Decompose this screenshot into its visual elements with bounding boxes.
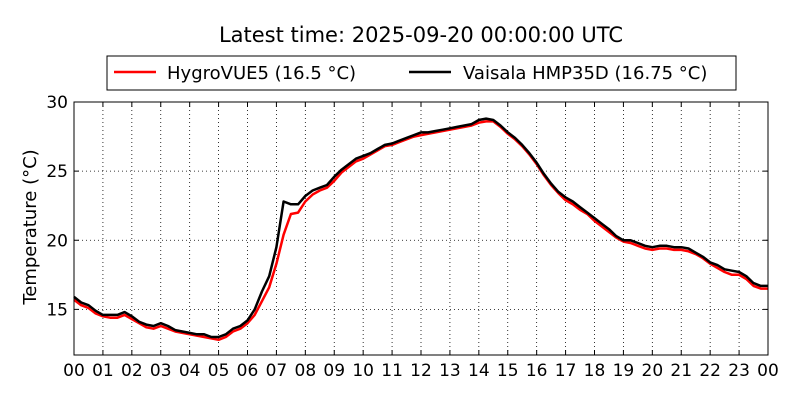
x-tick-label: 14 <box>468 361 490 381</box>
x-tick-label: 03 <box>150 361 172 381</box>
x-tick-label: 20 <box>642 361 664 381</box>
x-tick-label: 10 <box>352 361 374 381</box>
x-tick-label: 15 <box>497 361 519 381</box>
y-axis-label: Temperature (°C) <box>20 149 41 305</box>
x-tick-label: 16 <box>526 361 548 381</box>
x-tick-label: 13 <box>439 361 461 381</box>
x-tick-label: 11 <box>381 361 403 381</box>
x-tick-label: 08 <box>295 361 317 381</box>
x-tick-label: 00 <box>63 361 85 381</box>
plot-frame <box>73 101 769 356</box>
y-tick-label: 15 <box>46 300 68 320</box>
x-tick-label: 22 <box>699 361 721 381</box>
x-tick-label: 23 <box>728 361 750 381</box>
x-tick-label: 07 <box>266 361 288 381</box>
y-tick-label: 30 <box>46 93 68 113</box>
legend: HygroVUE5 (16.5 °C) Vaisala HMP35D (16.7… <box>106 55 737 91</box>
x-tick-label: 01 <box>92 361 114 381</box>
x-tick-label: 06 <box>237 361 259 381</box>
x-tick-label: 04 <box>179 361 201 381</box>
series-line-0 <box>73 120 768 342</box>
legend-label-vaisala: Vaisala HMP35D (16.75 °C) <box>463 63 707 84</box>
x-tick-label: 17 <box>555 361 577 381</box>
axes: 00 01 02 03 04 05 06 07 08 09 10 11 12 13 14 15 16 17 18 19… <box>46 93 778 381</box>
grid <box>74 102 768 355</box>
y-tick-label: 20 <box>46 231 68 251</box>
x-tick-label: 05 <box>208 361 230 381</box>
chart-title: Latest time: 2025-09-20 00:00:00 UTC <box>219 23 623 47</box>
x-tick-label: 00 <box>757 361 779 381</box>
x-tick-label: 18 <box>584 361 606 381</box>
y-tick-label: 25 <box>46 162 68 182</box>
legend-label-hygrovue: HygroVUE5 (16.5 °C) <box>167 63 356 84</box>
x-tick-label: 09 <box>323 361 345 381</box>
x-tick-label: 02 <box>121 361 143 381</box>
x-tick-label: 12 <box>410 361 432 381</box>
x-tick-label: 21 <box>670 361 692 381</box>
series-layer <box>73 117 768 342</box>
series-line-1 <box>73 117 768 339</box>
x-tick-label: 19 <box>613 361 635 381</box>
